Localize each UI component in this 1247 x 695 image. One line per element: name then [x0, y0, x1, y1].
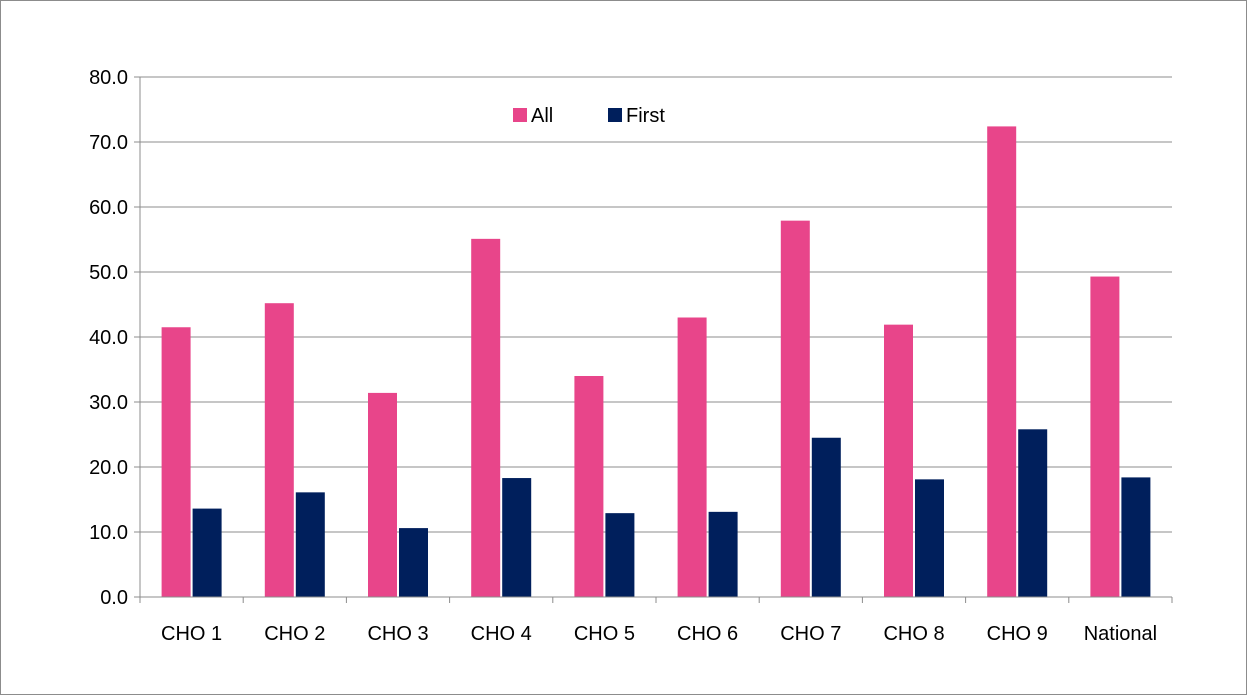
y-tick-label: 20.0 [89, 457, 128, 479]
legend-label-all: All [531, 105, 553, 127]
x-tick-label: National [1084, 623, 1157, 645]
bar-first-6 [708, 511, 738, 597]
y-tick-label: 70.0 [89, 132, 128, 154]
bar-all-9 [987, 126, 1017, 598]
bar-all-10 [1090, 276, 1120, 597]
y-axis-tick-labels: 0.0 10.0 20.0 30.0 40.0 50.0 60.0 70.0 80.0 [89, 67, 128, 609]
bar-all-3 [368, 392, 397, 597]
bar-all-5 [574, 376, 604, 597]
y-tick-label: 50.0 [89, 262, 128, 284]
bar-first-8 [915, 479, 944, 597]
x-tick-label: CHO 7 [780, 623, 841, 645]
bar-first-4 [502, 478, 532, 597]
y-tick-label: 0.0 [100, 587, 128, 609]
bar-all-6 [677, 317, 707, 597]
x-tick-label: CHO 2 [264, 623, 325, 645]
y-tick-label: 30.0 [89, 392, 128, 414]
y-tick-label: 60.0 [89, 197, 128, 219]
x-tick-label: CHO 4 [471, 623, 532, 645]
bars [161, 126, 1151, 598]
bar-all-4 [471, 238, 501, 597]
bar-all-1 [161, 327, 191, 597]
y-tick-label: 10.0 [89, 522, 128, 544]
x-tick-label: CHO 9 [987, 623, 1048, 645]
x-tick-label: CHO 5 [574, 623, 635, 645]
bar-first-1 [192, 508, 222, 597]
bar-first-10 [1121, 477, 1151, 597]
bar-all-7 [780, 220, 810, 597]
legend-swatch-first [608, 108, 622, 122]
bar-first-2 [295, 492, 325, 597]
bar-first-7 [811, 437, 841, 597]
y-tick-label: 40.0 [89, 327, 128, 349]
x-axis-tick-labels: CHO 1 CHO 2 CHO 3 CHO 4 CHO 5 CHO 6 CHO 7 CHO 8… [161, 623, 1157, 645]
legend: All First [513, 105, 665, 127]
y-tick-label: 80.0 [89, 67, 128, 89]
x-tick-label: CHO 6 [677, 623, 738, 645]
x-tick-label: CHO 8 [883, 623, 944, 645]
bar-all-8 [884, 324, 913, 597]
bar-first-9 [1018, 429, 1048, 597]
bar-first-3 [399, 528, 428, 597]
bar-first-5 [605, 513, 635, 597]
legend-swatch-all [513, 108, 527, 122]
bar-all-2 [264, 303, 294, 597]
x-tick-label: CHO 1 [161, 623, 222, 645]
axes [139, 77, 1173, 603]
x-tick-label: CHO 3 [367, 623, 428, 645]
legend-label-first: First [626, 105, 665, 127]
